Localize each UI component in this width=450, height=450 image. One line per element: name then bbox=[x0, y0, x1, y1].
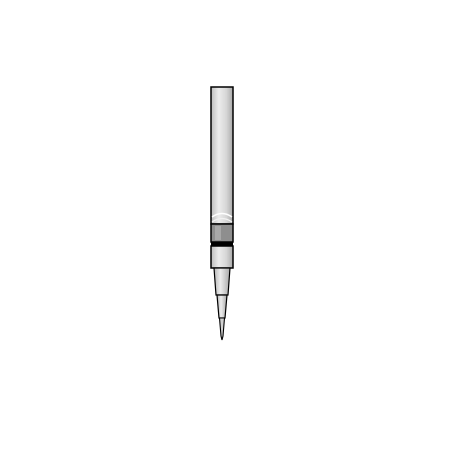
barrel-highlight-arc bbox=[211, 212, 233, 218]
pen-band bbox=[210, 223, 234, 243]
pen-collar bbox=[210, 245, 234, 269]
barrel-highlight-arc-2 bbox=[211, 217, 233, 223]
pen-ring bbox=[211, 242, 233, 246]
pen-band-shine bbox=[215, 226, 221, 240]
pen-tip bbox=[218, 317, 226, 341]
pen-taper-lower bbox=[216, 294, 228, 319]
pen-barrel bbox=[210, 86, 234, 225]
pen-taper-upper bbox=[213, 267, 231, 296]
